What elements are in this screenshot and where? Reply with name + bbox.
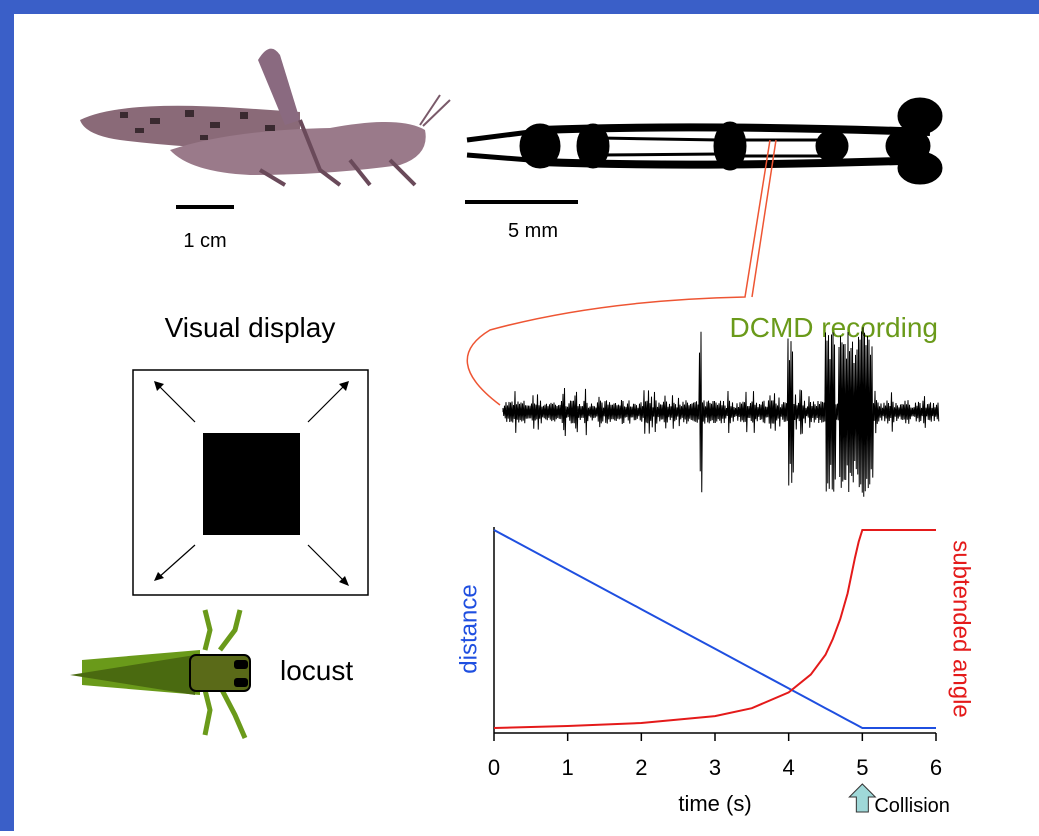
- x-tick-label: 6: [930, 755, 942, 780]
- visual-display: [133, 370, 368, 595]
- x-axis-label: time (s): [678, 791, 751, 816]
- figure: 1 cm 5 mm Visual display DCMD recording: [0, 0, 1039, 831]
- scale-label: 1 cm: [183, 230, 226, 252]
- x-tick-label: 0: [488, 755, 500, 780]
- recording-title: DCMD recording: [730, 312, 939, 343]
- x-tick-label: 2: [635, 755, 647, 780]
- display-title: Visual display: [165, 312, 336, 343]
- x-tick-label: 5: [856, 755, 868, 780]
- annotation: Collision: [874, 795, 950, 817]
- scale-label: 5 mm: [508, 220, 558, 242]
- y2-axis-label: subtended angle: [948, 540, 975, 718]
- y-axis-label: distance: [455, 584, 482, 673]
- animal-label: locust: [280, 655, 353, 686]
- x-tick-label: 3: [709, 755, 721, 780]
- page: {"figure": {"scale_bar_photo": "1 cm", "…: [0, 0, 1039, 836]
- x-tick-label: 4: [783, 755, 795, 780]
- x-tick-label: 1: [562, 755, 574, 780]
